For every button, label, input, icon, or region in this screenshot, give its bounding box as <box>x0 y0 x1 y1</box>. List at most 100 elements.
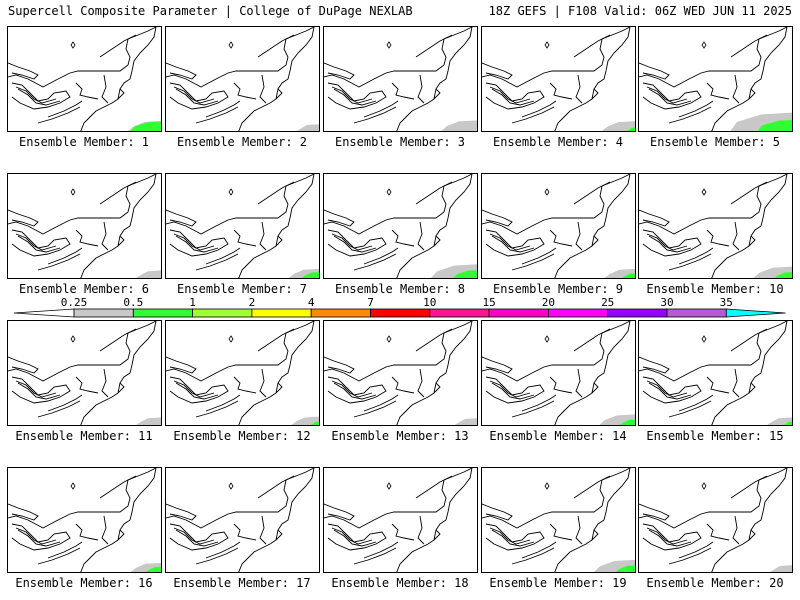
panel-label: Ensemble Member: 6 <box>18 282 150 296</box>
scp-shade-gray <box>454 418 477 425</box>
map-outline <box>482 209 513 227</box>
map-canvas <box>324 174 477 278</box>
map-outline <box>173 233 215 251</box>
map-outline <box>711 321 788 425</box>
map-outline <box>549 376 573 394</box>
map-outline <box>491 88 535 106</box>
legend-arrow-left <box>13 308 75 318</box>
map-outline <box>117 529 121 541</box>
map-outline <box>415 328 453 352</box>
island-marker <box>228 188 234 196</box>
map-outline <box>485 376 545 404</box>
map-outline <box>47 100 83 118</box>
map-outline <box>391 82 415 100</box>
map-outline <box>233 376 257 394</box>
map-outline <box>75 523 99 541</box>
map-outline <box>648 382 692 400</box>
legend-tick-label: 30 <box>660 296 673 309</box>
island-marker <box>701 188 707 196</box>
map-outline <box>195 547 239 565</box>
legend-tick-label: 35 <box>720 296 733 309</box>
island-marker <box>228 335 234 343</box>
map-outline <box>678 100 714 118</box>
map-outline <box>433 529 437 541</box>
map-outline <box>11 376 71 404</box>
map-outline <box>117 88 121 100</box>
map-outline <box>511 400 555 418</box>
legend-swatch <box>251 308 312 318</box>
map-outline <box>238 321 315 425</box>
run-valid-time: 18Z GEFS | F108 Valid: 06Z WED JUN 11 20… <box>488 4 792 18</box>
scp-shade-gray <box>296 124 319 131</box>
map-canvas <box>639 321 792 425</box>
island-marker <box>544 335 550 343</box>
map-outline <box>732 515 740 545</box>
map-outline <box>205 394 241 412</box>
map-outline <box>327 82 387 110</box>
map-outline <box>175 529 219 547</box>
map-outline <box>333 235 377 253</box>
scp-shade-green <box>130 121 161 131</box>
island-marker <box>70 335 76 343</box>
map-outline <box>591 529 595 541</box>
map-canvas <box>639 27 792 131</box>
map-outline <box>489 86 531 104</box>
map-outline <box>554 321 631 425</box>
map-outline <box>706 523 730 541</box>
map-outline <box>678 541 714 559</box>
map-outline <box>639 356 670 374</box>
map-outline <box>8 62 39 80</box>
island-marker <box>70 188 76 196</box>
map-outline <box>391 229 415 247</box>
island-marker <box>228 482 234 490</box>
map-outline <box>327 523 387 551</box>
map-outline <box>11 523 71 551</box>
map-panel <box>165 26 320 132</box>
map-outline <box>748 88 752 100</box>
panel-label: Ensemble Member: 16 <box>15 576 153 590</box>
scp-shade-green <box>615 565 635 572</box>
legend-tick-label: 7 <box>367 296 374 309</box>
map-panel <box>481 467 636 573</box>
map-outline <box>668 400 712 418</box>
map-outline <box>333 382 377 400</box>
panel-label: Ensemble Member: 17 <box>173 576 311 590</box>
panel-label: Ensemble Member: 10 <box>646 282 784 296</box>
map-outline <box>324 356 355 374</box>
map-outline <box>521 247 557 265</box>
map-outline <box>166 503 197 521</box>
map-outline <box>233 229 257 247</box>
map-outline <box>8 356 39 374</box>
scp-shade-gray <box>136 270 161 278</box>
scp-shade-green <box>757 120 792 131</box>
map-outline <box>324 503 355 521</box>
scp-shade-gray <box>601 121 635 131</box>
map-outline <box>554 27 631 131</box>
map-outline <box>8 209 39 227</box>
panel-label: Ensemble Member: 8 <box>334 282 466 296</box>
map-outline <box>706 229 730 247</box>
map-panel <box>7 173 162 279</box>
map-outline <box>333 88 377 106</box>
legend-swatch <box>666 308 727 318</box>
map-outline <box>642 376 702 404</box>
map-panel <box>7 320 162 426</box>
legend-tick-label: 10 <box>423 296 436 309</box>
map-outline <box>257 475 295 499</box>
map-outline <box>591 382 595 394</box>
panel-label: Ensemble Member: 15 <box>646 429 784 443</box>
map-outline <box>573 34 611 58</box>
map-outline <box>275 235 279 247</box>
map-outline <box>75 82 99 100</box>
map-outline <box>706 376 730 394</box>
map-outline <box>482 503 513 521</box>
map-outline <box>363 247 399 265</box>
island-marker <box>544 188 550 196</box>
scp-shade-gray <box>769 565 792 572</box>
map-outline <box>521 394 557 412</box>
panel-label: Ensemble Member: 2 <box>176 135 308 149</box>
map-panel <box>481 320 636 426</box>
map-outline <box>489 527 531 545</box>
map-outline <box>99 34 137 58</box>
map-outline <box>482 356 513 374</box>
